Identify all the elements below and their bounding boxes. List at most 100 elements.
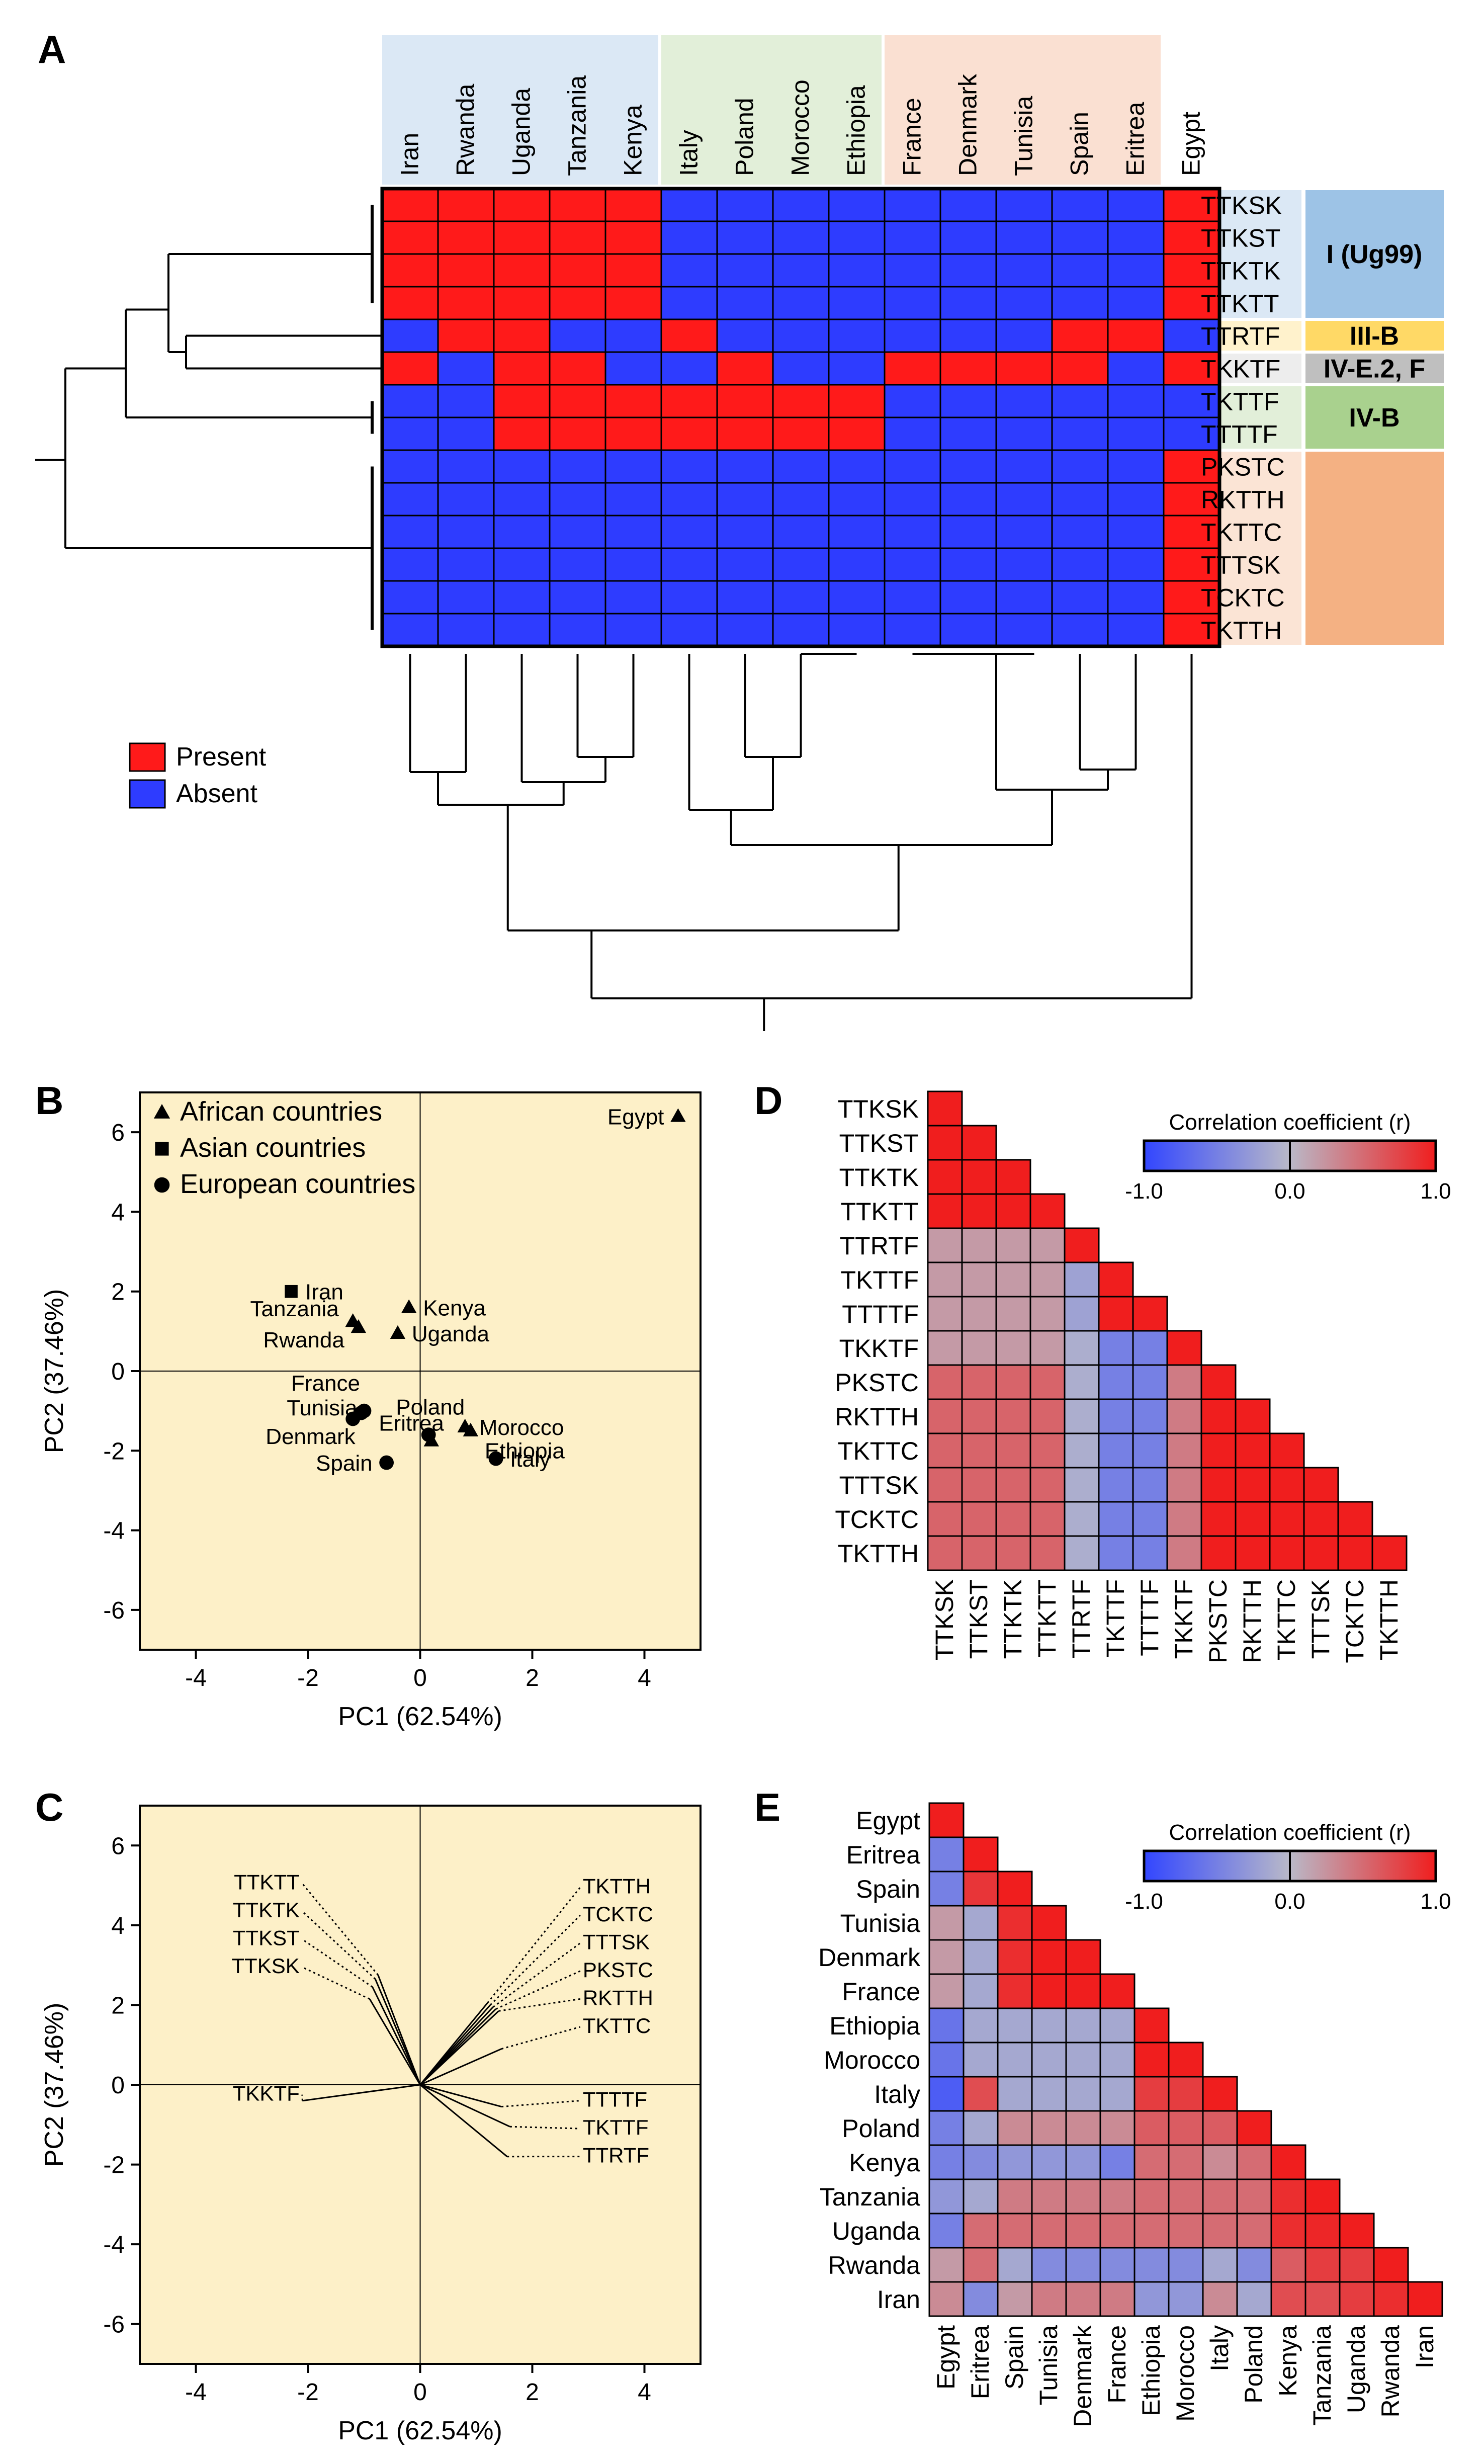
column-label-france: France — [898, 98, 926, 176]
heatmap-cell — [1051, 613, 1109, 647]
loading-vector-ttkst — [372, 1987, 421, 2085]
corr-row-label-e-tanzania: Tanzania — [820, 2183, 920, 2211]
corr-cell-d — [1064, 1467, 1100, 1503]
y-tick-label: -4 — [103, 2232, 125, 2258]
row-label-tcktc: TCKTC — [1201, 584, 1285, 612]
corr-cell-d — [1029, 1261, 1066, 1298]
corr-cell-d — [1303, 1535, 1339, 1571]
heatmap-cell — [884, 318, 941, 353]
corr-cell-d — [1235, 1501, 1271, 1537]
loading-leader-ttksk — [302, 1966, 370, 2000]
corr-row-label-e-poland: Poland — [842, 2114, 920, 2143]
loading-vector-ttttf — [420, 2084, 502, 2108]
corr-cell-d — [1098, 1398, 1134, 1434]
corr-row-label-d-ttrtf: TTRTF — [840, 1232, 919, 1260]
corr-row-label-d-tkttf: TKTTF — [840, 1266, 919, 1294]
corr-row-label-d-ttktk: TTKTK — [839, 1163, 919, 1192]
corr-cell-e — [1065, 1939, 1101, 1975]
heatmap-cell — [437, 613, 495, 647]
heatmap-cell — [828, 188, 886, 222]
loading-leader-tkktf — [301, 2094, 303, 2101]
corr-cell-e — [928, 2281, 965, 2317]
heatmap-cell — [772, 318, 830, 353]
corr-cell-d — [927, 1364, 963, 1400]
legend-marker-square — [155, 1142, 169, 1156]
corr-cell-d — [1200, 1501, 1237, 1537]
corr-cell-e — [1202, 2110, 1238, 2146]
corr-cell-e — [1133, 2110, 1170, 2146]
corr-cell-d — [995, 1501, 1031, 1537]
corr-cell-d — [995, 1535, 1031, 1571]
heatmap-cell — [995, 188, 1053, 222]
corr-cell-d — [1269, 1432, 1305, 1469]
corr-cell-e — [963, 1905, 999, 1941]
heatmap-cell — [493, 253, 551, 288]
corr-row-label-e-italy: Italy — [874, 2080, 920, 2108]
corr-cell-e — [963, 1973, 999, 2009]
y-axis-label-b: PC2 (37.46%) — [40, 1289, 69, 1454]
point-label-denmark: Denmark — [266, 1424, 356, 1449]
point-label-morocco: Morocco — [479, 1415, 564, 1440]
corr-cell-d — [1166, 1330, 1202, 1366]
corr-row-label-e-iran: Iran — [877, 2285, 920, 2314]
x-tick-label: 2 — [526, 2379, 539, 2406]
heatmap-cell — [939, 449, 997, 484]
corr-cell-e — [1065, 2042, 1101, 2078]
point-label-eritrea: Eritrea — [379, 1411, 444, 1436]
heatmap-cell — [549, 286, 606, 320]
corr-cell-e — [1168, 2178, 1204, 2215]
group-tag-box — [1305, 386, 1444, 449]
heatmap-cell — [772, 449, 830, 484]
corr-cell-d — [1029, 1432, 1066, 1469]
corr-row-label-e-morocco: Morocco — [824, 2046, 920, 2074]
loading-vector-tkttc — [419, 2048, 502, 2086]
marks-layer — [35, 187, 1443, 2373]
corr-col-label-d-tttsk: TTTSK — [1306, 1579, 1335, 1659]
group-tag-label: IV-B — [1349, 403, 1400, 433]
corr-col-label-e-egypt: Egypt — [932, 2325, 960, 2390]
heatmap-cell — [716, 449, 774, 484]
heatmap-cell — [437, 384, 495, 418]
heatmap-cell — [381, 580, 439, 615]
corr-cell-e — [963, 2281, 999, 2317]
corr-col-label-e-spain: Spain — [1000, 2325, 1028, 2390]
panel-label-d: D — [754, 1078, 782, 1123]
heatmap-cell — [660, 253, 718, 288]
corr-cell-e — [1133, 2076, 1170, 2112]
point-label-ethiopia: Ethiopia — [485, 1439, 565, 1464]
corr-cell-e — [1270, 2178, 1306, 2215]
corr-row-label-d-tttsk: TTTSK — [839, 1471, 919, 1499]
loading-label-pkstc: PKSTC — [583, 1958, 653, 1982]
corr-col-label-d-pkstc: PKSTC — [1204, 1579, 1232, 1663]
corr-cell-e — [1099, 2247, 1136, 2283]
heatmap-cell — [1051, 580, 1109, 615]
column-label-rwanda: Rwanda — [452, 83, 480, 176]
x-tick-label: -4 — [185, 1665, 207, 1691]
corr-cell-e — [1133, 2178, 1170, 2215]
corr-cell-d — [961, 1432, 997, 1469]
heatmap-cell — [1163, 580, 1220, 615]
heatmap-cell — [884, 220, 941, 255]
heatmap-cell — [716, 482, 774, 517]
corr-cell-e — [1099, 2213, 1136, 2249]
row-label-tkttc: TKTTC — [1201, 519, 1282, 547]
x-tick-label: 0 — [413, 2379, 427, 2406]
corr-cell-e — [1065, 2213, 1101, 2249]
heatmap-cell — [772, 613, 830, 647]
loading-label-ttktk: TTKTK — [233, 1898, 300, 1922]
heatmap-cell — [437, 286, 495, 320]
legend-label-absent: Absent — [176, 779, 257, 808]
corr-row-label-d-tcktc: TCKTC — [835, 1505, 919, 1534]
loading-label-tkktf: TKKTF — [233, 2082, 300, 2105]
corr-cell-e — [997, 2042, 1033, 2078]
heatmap-cell — [1163, 547, 1220, 582]
heatmap-cell — [884, 449, 941, 484]
corr-cell-d — [927, 1398, 963, 1434]
corr-cell-e — [1304, 2178, 1341, 2215]
point-kenya — [401, 1299, 417, 1313]
corr-cell-e — [1202, 2213, 1238, 2249]
column-label-iran: Iran — [396, 133, 424, 176]
corr-col-label-e-poland: Poland — [1240, 2325, 1268, 2404]
panel-label-a: A — [38, 27, 66, 71]
corr-cell-d — [995, 1398, 1031, 1434]
